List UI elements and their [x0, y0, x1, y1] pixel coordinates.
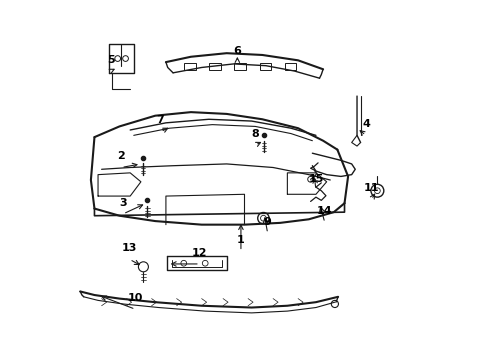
Text: 13: 13	[122, 243, 137, 253]
Text: 5: 5	[106, 55, 114, 64]
Bar	[209, 63, 221, 70]
Text: 10: 10	[127, 293, 143, 303]
Text: 6: 6	[233, 46, 241, 56]
Text: 1: 1	[237, 235, 244, 245]
Bar	[184, 63, 196, 70]
Bar	[259, 63, 270, 70]
Bar	[284, 63, 295, 70]
Text: 11: 11	[363, 183, 378, 193]
Text: 2: 2	[117, 151, 125, 161]
Text: 8: 8	[251, 129, 259, 139]
Text: 15: 15	[307, 174, 323, 184]
Text: 9: 9	[263, 217, 271, 227]
Bar	[234, 63, 245, 70]
Text: 4: 4	[361, 119, 369, 129]
Text: 3: 3	[119, 198, 126, 207]
Text: 12: 12	[192, 248, 207, 257]
Text: 7: 7	[156, 115, 164, 125]
Text: 14: 14	[316, 206, 332, 216]
